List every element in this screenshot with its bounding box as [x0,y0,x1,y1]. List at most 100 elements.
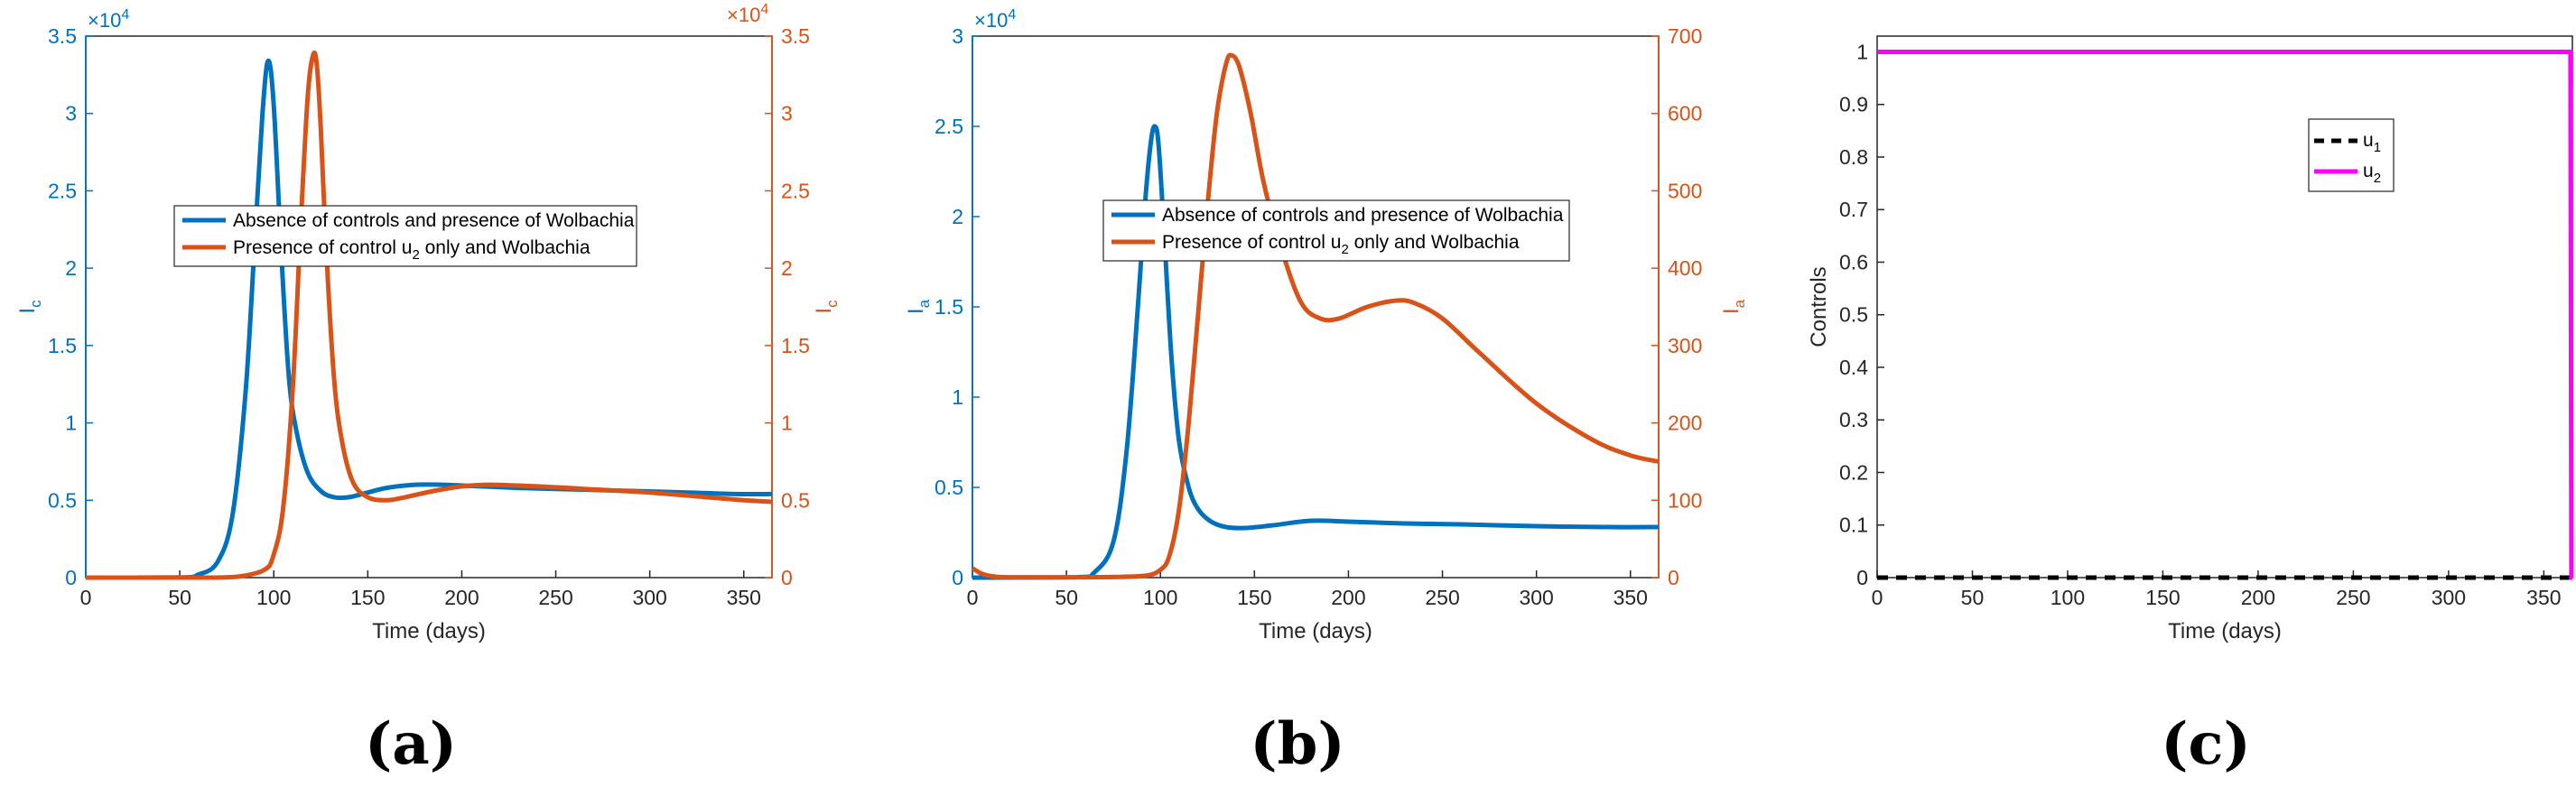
panel-a-xtick-label: 350 [727,586,761,609]
panel-a-exponent-left-power: 4 [121,7,129,23]
panel-b-xtick-label: 250 [1425,586,1459,609]
panel-b-exponent-left-base: ×10 [974,9,1008,32]
panel-b-legend-label-orange-rest: only and Wolbachia [1349,232,1520,253]
panel-a-ytick-left-label: 0 [65,566,77,589]
panel-b-legend-label-orange: Presence of control u2 only and Wolbachi… [1162,232,1520,257]
panel-a-xtick-label: 50 [168,586,191,609]
panel-c-xlabel: Time (days) [2168,619,2282,643]
panel-c-ytick-label: 0.8 [1839,145,1868,169]
panel-c-legend-label-u1-sub: 1 [2374,140,2381,155]
panel-b-ytick-right-label: 300 [1668,334,1702,357]
panel-a-ytick-right-label: 3 [781,102,793,125]
panel-a-series-blue-line [85,58,773,580]
panel-c-legend-label-u2-main: u [2363,161,2374,181]
panel-b-ytick-right-label: 0 [1668,566,1679,589]
panel-c-legend-label-u1-main: u [2363,130,2374,151]
panel-a-exponent-right-power: 4 [760,2,768,17]
panel-b-ytick-left-label: 0 [952,566,963,589]
panel-c-xtick-label: 50 [1961,586,1985,609]
panel-b-ytick-left-label: 1.5 [935,295,963,319]
panel-b-xtick-label: 200 [1331,586,1365,609]
panel-b-ylabel-left: Ia [904,299,933,314]
panel-a-xtick-label: 300 [632,586,666,609]
panel-a-axes-box [85,35,773,579]
panel-c-ytick-label: 0.4 [1839,356,1868,379]
panel-b-ytick-left-label: 1 [952,385,963,409]
panel-b-ytick-right-label: 600 [1668,102,1702,125]
panel-a-ylabel-left-sub: c [27,300,44,308]
panel-c-axes-box [1876,35,2573,579]
panel-b-exponent-left-power: 4 [1008,7,1016,23]
panel-a-ytick-right-label: 3.5 [781,24,810,48]
panel-a-exponent-right-base: ×10 [727,4,760,26]
panel-c-chart: 0 50 100 150 200 250 300 350 0 0.1 0.2 0.3 0.4 0.5 0.… [1807,35,2574,643]
panel-a-legend-label-orange: Presence of control u2 only and Wolbachi… [233,237,591,263]
panel-a-ytick-left-label: 3.5 [48,24,77,48]
panel-a-ytick-right-label: 2.5 [781,179,810,202]
panel-c-ytick-label: 0 [1856,566,1868,589]
panel-b-ytick-right-label: 200 [1668,412,1702,435]
panel-a-xtick-label: 150 [350,586,385,609]
panel-a-legend-label-blue: Absence of controls and presence of Wolb… [233,210,635,231]
panel-a-xtick-label: 250 [538,586,572,609]
panel-a-ytick-right-label: 1.5 [781,334,810,357]
panel-b-ytick-left-label: 3 [952,24,963,48]
panel-a-ytick-right-label: 1 [781,412,793,435]
panel-b-xtick-label: 150 [1237,586,1271,609]
panel-b-ytick-left-label: 2.5 [935,115,963,138]
panel-c-ytick-label: 0.2 [1839,460,1868,484]
panel-a-ytick-left-label: 1.5 [48,334,77,357]
panel-a-xtick-label: 100 [256,586,291,609]
panel-c-ytick-label: 0.9 [1839,93,1868,116]
panel-a-ylabel-right: Ic [812,300,841,314]
panel-b-xtick-label: 350 [1613,586,1648,609]
panel-a-chart: 0 50 100 150 200 250 300 350 0 0.5 1 1.5 2 2.5 3 3.5 0… [15,2,841,643]
panel-a-xlabel: Time (days) [372,619,486,643]
panel-a-ytick-left-label: 2.5 [48,179,77,202]
panel-a-legend-label-orange-main: Presence of control u [233,237,412,258]
panel-a-ylabel-left-main: I [15,308,40,314]
panel-b-ylabel-right: Ia [1719,299,1748,314]
panel-a-xtick-label: 0 [80,586,92,609]
panel-a-exponent-left-base: ×10 [88,9,121,32]
panel-c-xtick-label: 0 [1872,586,1883,609]
panel-c-xtick-label: 300 [2432,586,2466,609]
panel-a-ytick-left-label: 0.5 [48,488,77,512]
panel-c-xtick-label: 250 [2336,586,2370,609]
panel-b-ylabel-right-main: I [1719,308,1744,314]
panel-b-xtick-label: 100 [1143,586,1177,609]
panel-b-legend-box [1102,199,1570,262]
panel-a-ytick-right-label: 0 [781,566,793,589]
panel-c-ytick-label: 0.7 [1839,198,1868,221]
panel-b-ytick-right-label: 100 [1668,488,1702,512]
panel-a-ylabel-left: Ic [15,300,44,314]
panel-a-legend-box [173,205,637,267]
panel-a-legend: Absence of controls and presence of Wolb… [173,205,637,267]
panel-b-legend-label-orange-main: Presence of control u [1162,232,1341,253]
panel-b-legend: Absence of controls and presence of Wolb… [1102,199,1570,262]
panel-c-legend-label-u1: u1 [2363,130,2381,155]
panel-a-exponent-left: ×104 [88,7,129,32]
panel-c-legend: u1 u2 [2308,118,2395,192]
panel-c-ytick-label: 1 [1856,40,1868,63]
panel-a-series-orange-line [85,50,773,580]
panel-b-ytick-right-label: 500 [1668,179,1702,202]
panel-b-ylabel-right-sub: a [1731,299,1748,308]
panel-c-ytick-label: 0.3 [1839,408,1868,431]
panel-b-ytick-right-label: 400 [1668,256,1702,280]
panel-c-ytick-label: 0.1 [1839,514,1868,537]
caption-c: (c) [2161,710,2251,778]
panel-b-xtick-label: 0 [967,586,979,609]
panel-a-ytick-left-label: 3 [65,102,77,125]
panel-b-xtick-label: 300 [1519,586,1553,609]
panel-c-series-u2-line [1877,50,2574,580]
panel-b-ytick-right-label: 700 [1668,24,1702,48]
panel-c-xtick-label: 350 [2526,586,2561,609]
panel-c-ylabel: Controls [1807,266,1831,347]
panel-c-legend-label-u2: u2 [2363,161,2381,186]
caption-b: (b) [1250,710,1344,778]
panel-b-ytick-left-label: 2 [952,205,963,228]
panel-c-legend-box [2308,118,2395,192]
panel-a-ytick-left-label: 1 [65,412,77,435]
panel-b-series-orange-line [971,52,1660,580]
